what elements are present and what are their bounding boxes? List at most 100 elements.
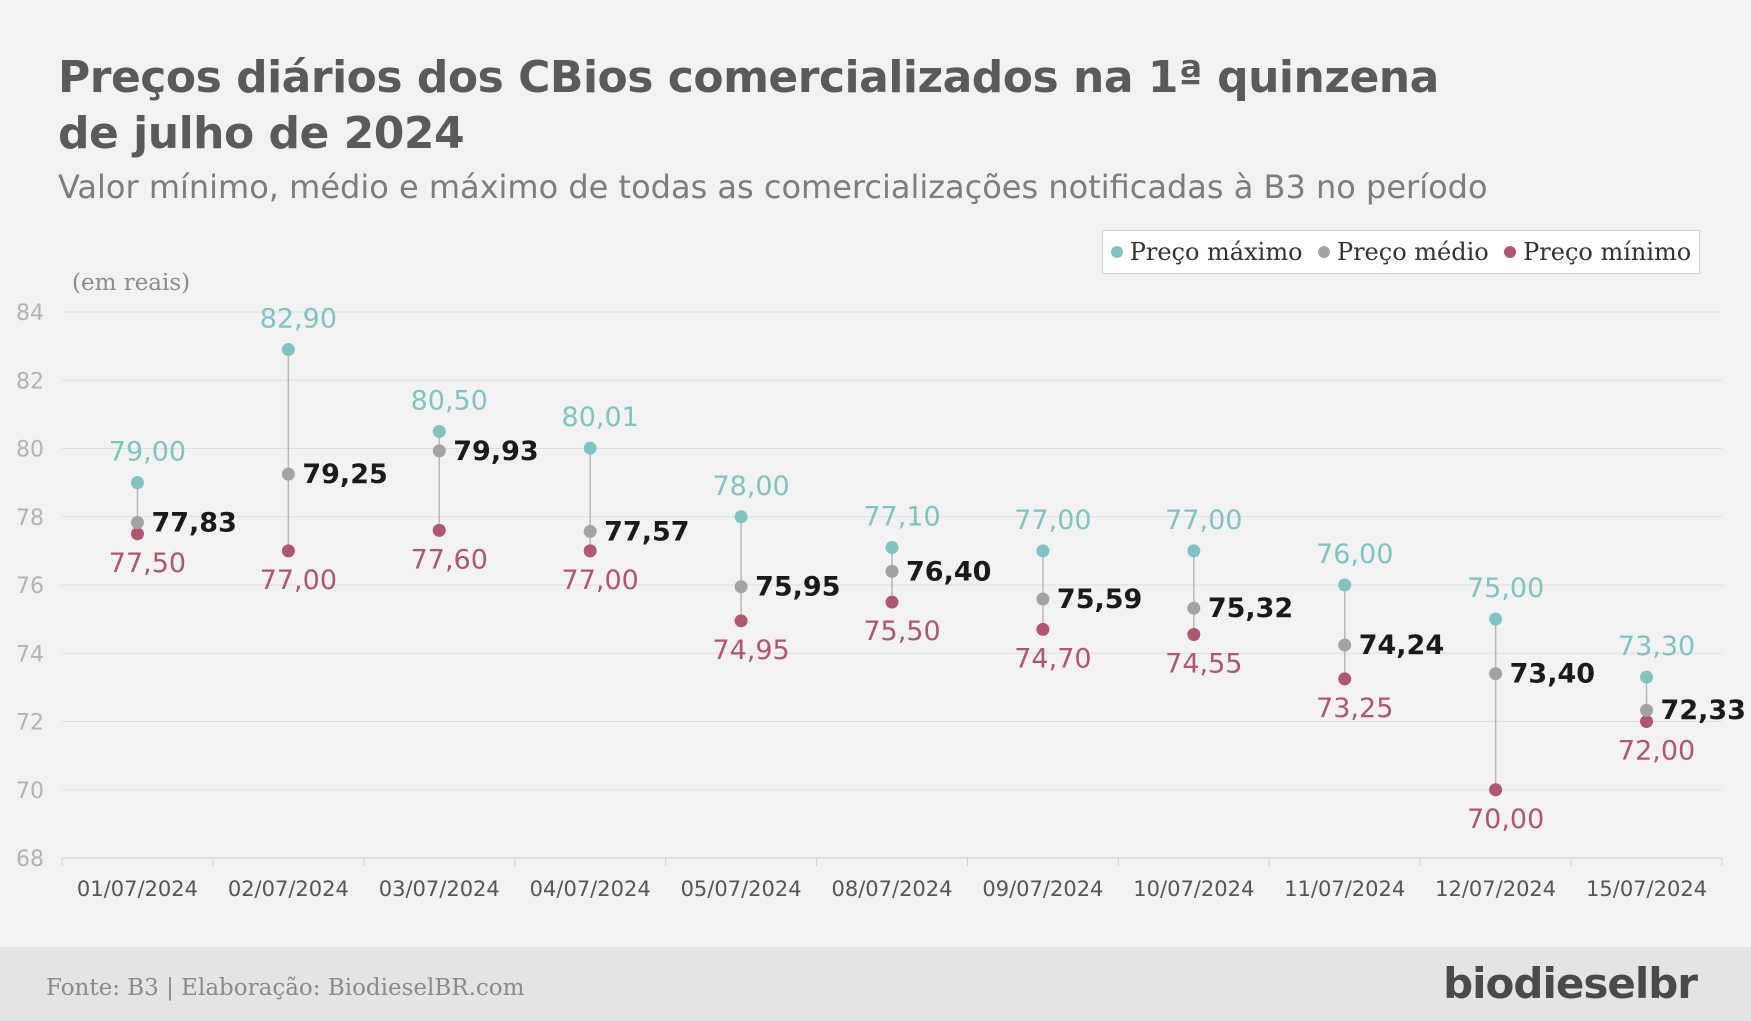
label-max: 79,00 [109, 437, 186, 468]
point-min [432, 523, 446, 537]
point-max [885, 540, 899, 554]
legend-label-avg: Preço médio [1336, 238, 1489, 266]
point-avg [583, 524, 597, 538]
point-max [130, 476, 144, 490]
y-tick-label: 84 [16, 301, 44, 326]
label-min: 70,00 [1467, 804, 1544, 835]
point-max [1640, 670, 1654, 684]
point-min [1036, 622, 1050, 636]
point-min [583, 544, 597, 558]
label-avg: 79,93 [453, 436, 538, 467]
point-max [734, 510, 748, 524]
label-max: 80,01 [562, 402, 639, 433]
chart-title-line1: Preços diários dos CBios comercializados… [58, 52, 1439, 103]
label-max: 76,00 [1316, 539, 1393, 570]
marks-layer: 79,00 77,50 77,83 82,90 77,00 79,25 80,50 77,60… [109, 304, 1746, 835]
label-min: 74,95 [712, 635, 789, 666]
point-max [1187, 544, 1201, 558]
label-max: 77,00 [1014, 505, 1091, 536]
label-min: 77,00 [562, 565, 639, 596]
label-avg: 76,40 [906, 556, 991, 587]
label-max: 78,00 [712, 471, 789, 502]
y-tick-label: 80 [16, 438, 44, 463]
point-min [1187, 627, 1201, 641]
x-tick-label: 01/07/2024 [77, 877, 198, 901]
point-avg [1640, 703, 1654, 717]
point-min [281, 544, 295, 558]
chart-title: Preços diários dos CBios comercializados… [58, 50, 1458, 162]
legend-dot-avg-icon [1317, 246, 1330, 258]
chart-title-line2: de julho de 2024 [58, 108, 465, 159]
source-text: Fonte: B3 | Elaboração: BiodieselBR.com [46, 975, 525, 1001]
point-min [885, 595, 899, 609]
point-avg [1489, 667, 1503, 681]
label-min: 72,00 [1618, 736, 1695, 767]
label-max: 77,10 [863, 501, 940, 532]
chart-subtitle: Valor mínimo, médio e máximo de todas as… [58, 168, 1488, 206]
x-tick-label: 02/07/2024 [228, 877, 349, 901]
label-max: 73,30 [1618, 631, 1695, 662]
legend-label-max: Preço máximo [1129, 238, 1303, 266]
x-tick-label: 04/07/2024 [530, 877, 651, 901]
point-min [1640, 715, 1654, 728]
x-tick-label: 12/07/2024 [1435, 877, 1556, 901]
label-min: 77,60 [411, 544, 488, 575]
label-max: 80,50 [411, 385, 488, 416]
point-max [583, 441, 597, 455]
point-max [1489, 612, 1503, 626]
label-avg: 73,40 [1510, 659, 1595, 690]
y-tick-label: 78 [16, 506, 44, 531]
legend-item-avg: Preço médio [1317, 238, 1489, 266]
label-avg: 77,83 [151, 508, 236, 539]
label-max: 75,00 [1467, 573, 1544, 604]
point-min [1489, 783, 1503, 797]
label-avg: 79,25 [302, 459, 387, 490]
point-max [432, 424, 446, 438]
point-avg [281, 467, 295, 481]
point-max [1338, 578, 1352, 592]
y-tick-label: 72 [16, 711, 44, 736]
label-min: 74,55 [1165, 648, 1242, 679]
legend: Preço máximo Preço médio Preço mínimo [1102, 230, 1700, 274]
x-tick-label: 05/07/2024 [681, 877, 802, 901]
point-max [281, 343, 295, 357]
point-avg [130, 516, 144, 530]
point-max [1036, 544, 1050, 558]
x-tick-label: 03/07/2024 [379, 877, 500, 901]
label-avg: 75,32 [1208, 593, 1293, 624]
footer: Fonte: B3 | Elaboração: BiodieselBR.com … [0, 947, 1751, 1021]
label-min: 77,50 [109, 548, 186, 579]
brand-logo: biodieselbr [1443, 959, 1698, 1008]
grid-layer: 68 70 72 74 76 78 80 82 84 01/07/2024 02/07/2024 03… [16, 301, 1723, 901]
label-min: 73,25 [1316, 693, 1393, 724]
x-tick-label: 10/07/2024 [1133, 877, 1254, 901]
legend-dot-max-icon [1110, 246, 1123, 258]
label-avg: 72,33 [1661, 695, 1746, 726]
point-avg [1187, 601, 1201, 615]
legend-item-max: Preço máximo [1110, 238, 1303, 266]
point-avg [734, 580, 748, 594]
y-tick-label: 74 [16, 642, 44, 667]
label-max: 82,90 [260, 304, 337, 335]
label-avg: 75,59 [1057, 584, 1142, 615]
legend-label-min: Preço mínimo [1523, 238, 1692, 266]
point-avg [1036, 592, 1050, 606]
legend-dot-min-icon [1504, 246, 1517, 258]
label-min: 75,50 [863, 616, 940, 647]
point-avg [432, 444, 446, 458]
point-avg [885, 564, 899, 578]
point-avg [1338, 638, 1352, 652]
x-tick-label: 15/07/2024 [1586, 877, 1707, 901]
point-min [130, 527, 144, 541]
y-tick-label: 68 [16, 847, 44, 872]
y-tick-label: 76 [16, 574, 44, 599]
y-tick-label: 82 [16, 369, 44, 394]
label-avg: 74,24 [1359, 630, 1444, 661]
label-avg: 77,57 [604, 516, 689, 547]
label-min: 74,70 [1014, 643, 1091, 674]
point-min [734, 614, 748, 628]
chart-plot: (em reais) 68 70 72 74 76 78 80 82 84 01/07/2024 0… [16, 270, 1746, 901]
x-tick-label: 11/07/2024 [1284, 877, 1405, 901]
label-min: 77,00 [260, 565, 337, 596]
x-tick-label: 08/07/2024 [831, 877, 952, 901]
